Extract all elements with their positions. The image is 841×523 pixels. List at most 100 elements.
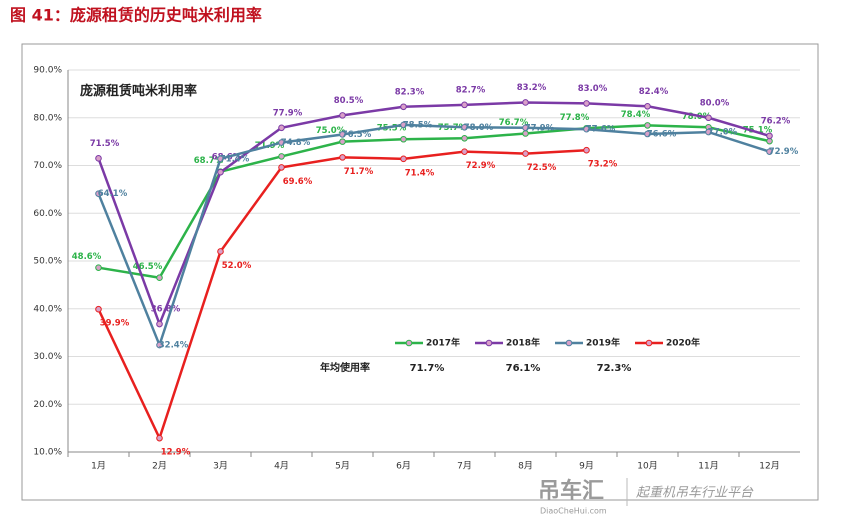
data-label: 39.9% (100, 319, 130, 329)
point-marker (461, 148, 468, 155)
y-tick-label: 80.0% (33, 113, 62, 123)
point-marker (339, 138, 346, 145)
point-marker (217, 155, 224, 163)
data-label: 78.4% (621, 110, 651, 120)
watermark-slogan: 起重机吊车行业平台 (636, 486, 754, 501)
data-label: 80.0% (700, 98, 730, 108)
y-tick-label: 20.0% (33, 400, 62, 410)
legend-label: 2017年 (426, 337, 460, 349)
point-marker (156, 434, 163, 442)
data-label: 72.9% (769, 147, 799, 157)
annual-value: 71.7% (410, 363, 445, 374)
legend-label: 2019年 (586, 337, 620, 349)
y-tick-label: 60.0% (33, 209, 62, 219)
data-label: 74.8% (281, 138, 311, 148)
data-label: 71.4% (220, 154, 250, 164)
data-label: 76.7% (499, 118, 529, 128)
point-marker (522, 99, 529, 106)
point-marker (278, 164, 285, 171)
y-tick-label: 10.0% (33, 448, 62, 458)
data-label: 68.7% (194, 156, 224, 166)
data-label: 75.5% (377, 124, 407, 134)
data-label: 76.6% (647, 129, 677, 139)
x-tick-label: 7月 (457, 461, 472, 472)
x-tick-label: 8月 (518, 461, 533, 472)
point-marker (95, 264, 102, 271)
data-label: 75.0% (316, 126, 346, 136)
x-tick-label: 3月 (213, 461, 228, 472)
annual-label: 年均使用率 (320, 361, 370, 374)
legend-marker (485, 339, 493, 347)
point-marker (339, 154, 346, 161)
x-tick-label: 6月 (396, 461, 411, 472)
point-marker (461, 124, 468, 131)
point-marker (217, 168, 224, 176)
point-marker (705, 114, 712, 122)
data-label: 80.5% (334, 96, 364, 106)
point-marker (461, 101, 468, 109)
x-tick-label: 11月 (698, 461, 718, 472)
x-tick-label: 1月 (91, 461, 106, 472)
data-label: 77.8% (560, 113, 590, 123)
chart-title: 图 41：庞源租赁的历史吨米利用率 (10, 6, 262, 25)
series-line (98, 124, 770, 280)
watermark-site: DiaoCheHui.com (540, 507, 607, 516)
y-tick-label: 30.0% (33, 352, 62, 362)
point-marker (400, 135, 407, 143)
data-label: 32.4% (159, 341, 189, 351)
chart-frame (21, 43, 819, 501)
point-marker (522, 124, 529, 132)
point-marker (339, 112, 346, 119)
series-line (97, 101, 770, 328)
point-marker (705, 128, 712, 136)
legend-label: 2020年 (666, 337, 700, 349)
data-label: 78.0% (464, 123, 494, 133)
point-marker (583, 100, 590, 107)
point-marker (95, 190, 102, 197)
data-label: 71.7% (344, 167, 374, 177)
x-tick-label: 5月 (335, 461, 350, 472)
point-marker (766, 132, 773, 140)
point-marker (278, 139, 285, 146)
x-tick-label: 9月 (579, 461, 594, 472)
x-tick-label: 4月 (274, 461, 289, 472)
point-marker (278, 153, 285, 160)
data-label: 77.9% (525, 123, 555, 133)
data-label: 82.3% (395, 87, 425, 97)
point-marker (583, 125, 590, 133)
chart-subtitle: 庞源租赁吨米利用率 (80, 83, 197, 98)
point-marker (156, 274, 163, 282)
legend-marker (405, 339, 413, 347)
y-tick-label: 90.0% (33, 66, 62, 76)
data-label: 77.9% (273, 108, 303, 118)
point-marker (95, 155, 102, 162)
point-marker (95, 305, 102, 313)
data-label: 71.4% (405, 168, 435, 178)
data-label: 46.5% (133, 262, 163, 272)
data-label: 52.0% (222, 261, 252, 271)
watermark-brand: 吊车汇 (538, 478, 604, 504)
data-label: 77.0% (708, 128, 738, 138)
data-label: 69.6% (283, 177, 313, 187)
y-tick-label: 50.0% (33, 257, 62, 267)
x-tick-label: 12月 (759, 461, 779, 472)
legend-marker (565, 339, 573, 347)
point-marker (644, 122, 651, 129)
point-marker (644, 102, 651, 110)
data-label: 76.5% (342, 130, 372, 140)
data-label: 83.2% (517, 83, 547, 93)
data-label: 77.6% (586, 125, 616, 135)
point-marker (644, 130, 651, 138)
point-marker (400, 155, 407, 163)
y-tick-label: 40.0% (33, 304, 62, 314)
x-tick-label: 10月 (637, 461, 657, 472)
data-label: 82.4% (639, 87, 669, 97)
data-label: 78.5% (403, 120, 433, 130)
point-marker (400, 103, 407, 111)
data-label: 82.7% (456, 85, 486, 95)
legend-label: 2018年 (506, 337, 540, 349)
point-marker (522, 150, 529, 157)
x-tick-label: 2月 (152, 461, 167, 472)
annual-value: 72.3% (597, 363, 632, 374)
